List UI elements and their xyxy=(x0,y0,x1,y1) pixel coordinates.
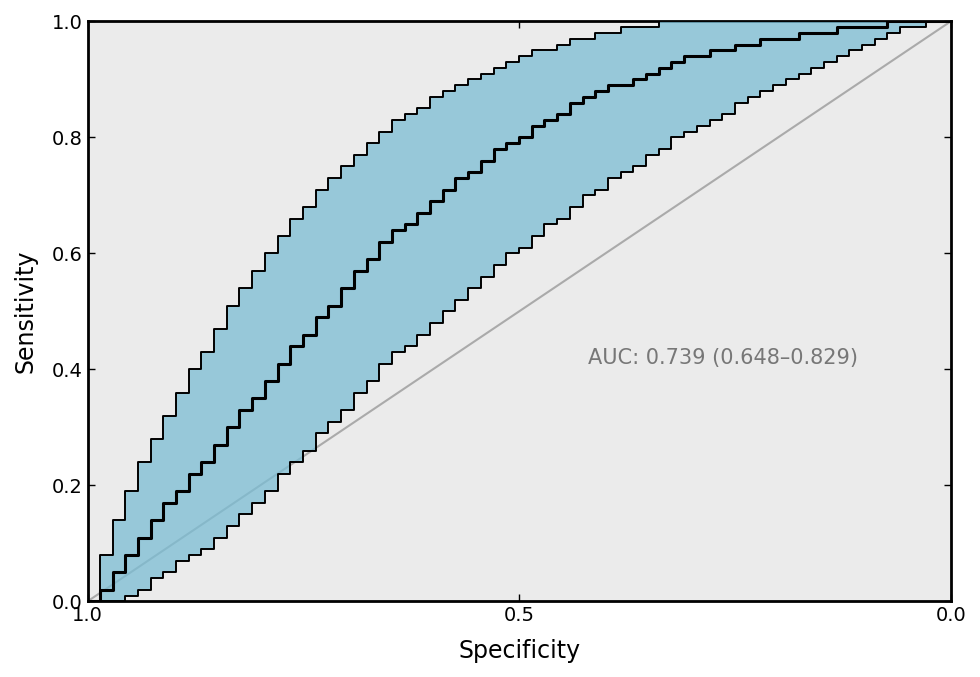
Y-axis label: Sensitivity: Sensitivity xyxy=(14,250,38,373)
Polygon shape xyxy=(87,22,951,601)
Text: AUC: 0.739 (0.648–0.829): AUC: 0.739 (0.648–0.829) xyxy=(588,348,858,368)
X-axis label: Specificity: Specificity xyxy=(458,639,580,663)
